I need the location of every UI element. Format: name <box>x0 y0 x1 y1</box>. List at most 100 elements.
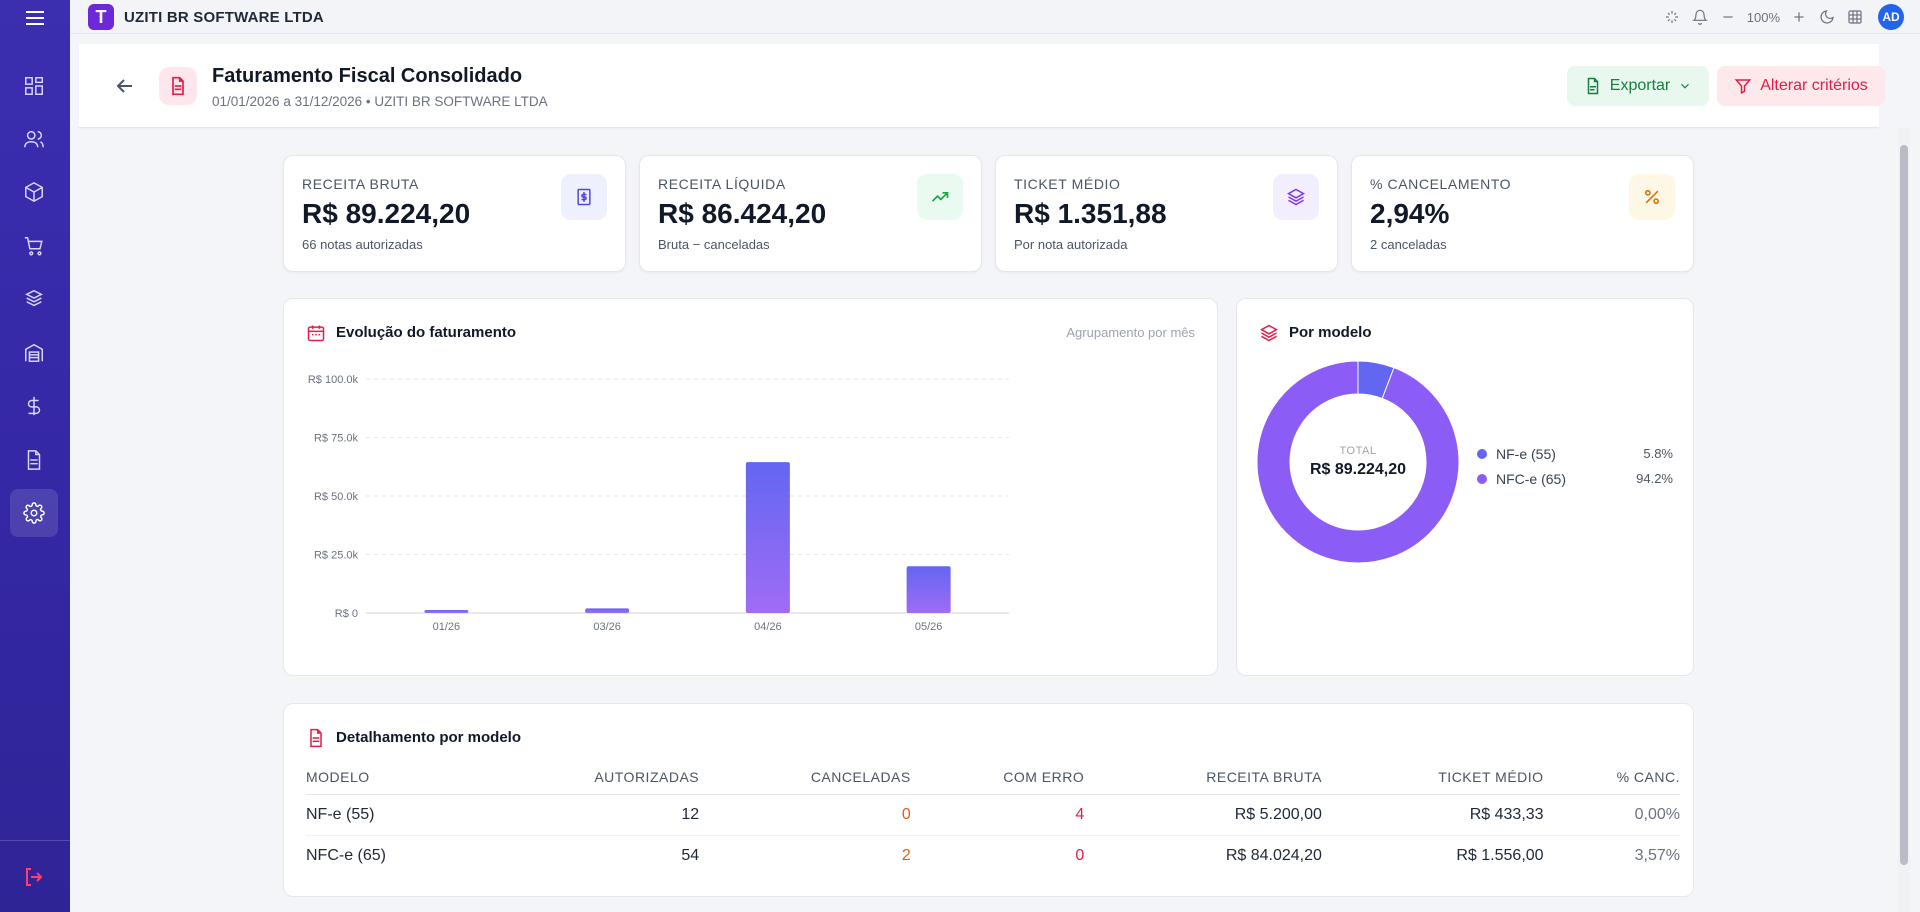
table-header-row: MODELO AUTORIZADAS CANCELADAS COM ERRO R… <box>306 760 1680 795</box>
document-icon <box>306 728 326 748</box>
kpi-card-net-revenue: RECEITA LÍQUIDA R$ 86.424,20 Bruta − can… <box>639 155 982 272</box>
grid-icon[interactable] <box>10 62 58 110</box>
kpi-value: R$ 89.224,20 <box>302 198 471 229</box>
kpi-subtext: Por nota autorizada <box>1014 237 1128 252</box>
cell-gross-revenue: R$ 5.200,00 <box>1084 794 1322 836</box>
bar[interactable] <box>906 566 951 613</box>
boxes-icon[interactable] <box>10 275 58 323</box>
bell-icon[interactable] <box>1691 8 1709 26</box>
donut-legend: NF-e (55) 5.8% NFC-e (65) 94.2% <box>1477 441 1673 491</box>
detail-table: MODELO AUTORIZADAS CANCELADAS COM ERRO R… <box>306 760 1680 876</box>
moon-icon[interactable] <box>1818 8 1836 26</box>
legend-item: NF-e (55) 5.8% <box>1477 441 1673 466</box>
kpi-subtext: 2 canceladas <box>1370 237 1447 252</box>
kpi-subtext: 66 notas autorizadas <box>302 237 423 252</box>
donut-total-label: TOTAL <box>1339 445 1377 457</box>
table-row[interactable]: NF-e (55) 12 0 4 R$ 5.200,00 R$ 433,33 0… <box>306 794 1680 836</box>
export-label: Exportar <box>1609 77 1671 94</box>
zoom-out-icon[interactable] <box>1719 8 1737 26</box>
legend-item: NFC-e (65) 94.2% <box>1477 466 1673 491</box>
detail-title: Detalhamento por modelo <box>336 729 522 746</box>
bar[interactable] <box>585 608 630 613</box>
kpi-value: R$ 86.424,20 <box>658 198 827 229</box>
logout-icon[interactable] <box>22 865 46 889</box>
by-model-title: Por modelo <box>1289 324 1372 341</box>
change-criteria-button[interactable]: Alterar critérios <box>1717 66 1885 106</box>
legend-percent: 5.8% <box>1643 446 1673 461</box>
column-header[interactable]: % CANC. <box>1543 760 1680 795</box>
company-name: UZITI BR SOFTWARE LTDA <box>124 9 324 26</box>
evolution-chart-card: Evolução do faturamento Agrupamento por … <box>283 298 1218 676</box>
back-arrow-icon[interactable] <box>113 74 137 98</box>
brand-logo[interactable]: T <box>88 4 114 30</box>
document-icon <box>159 67 197 105</box>
bar[interactable] <box>424 610 469 613</box>
kpi-card-gross-revenue: RECEITA BRUTA R$ 89.224,20 66 notas auto… <box>283 155 626 272</box>
cell-with-error: 4 <box>910 794 1085 836</box>
cell-authorized: 12 <box>506 794 700 836</box>
cell-model: NFC-e (65) <box>306 846 387 864</box>
filter-icon <box>1734 79 1752 94</box>
x-tick-label: 01/26 <box>433 621 461 633</box>
menu-icon[interactable] <box>23 8 47 28</box>
x-tick-label: 03/26 <box>593 621 621 633</box>
kpi-label: RECEITA BRUTA <box>302 176 419 192</box>
scrollbar-thumb[interactable] <box>1900 145 1908 865</box>
kpi-label: RECEITA LÍQUIDA <box>658 176 786 192</box>
avatar[interactable]: AD <box>1878 4 1904 30</box>
kpi-subtext: Bruta − canceladas <box>658 237 770 252</box>
kpi-card-cancellation-rate: % CANCELAMENTO 2,94% 2 canceladas <box>1351 155 1694 272</box>
legend-dot <box>1477 473 1487 484</box>
export-button[interactable]: Exportar <box>1567 66 1709 106</box>
zoom-in-icon[interactable] <box>1790 8 1808 26</box>
document-icon[interactable] <box>10 436 58 484</box>
dollar-icon[interactable] <box>10 382 58 430</box>
donut-chart <box>1256 360 1460 564</box>
column-header[interactable]: RECEITA BRUTA <box>1084 760 1322 795</box>
cell-with-error: 0 <box>1075 846 1085 864</box>
cart-icon[interactable] <box>10 222 58 270</box>
cell-cancelled: 2 <box>901 846 911 864</box>
gear-icon[interactable] <box>10 489 58 537</box>
layers-icon <box>1259 323 1279 343</box>
sparkles-icon[interactable] <box>1663 8 1681 26</box>
kpi-value: R$ 1.351,88 <box>1014 198 1167 229</box>
layers-icon <box>1273 174 1319 220</box>
y-tick-label: R$ 100.0k <box>308 374 359 386</box>
top-tools: 100% AD <box>1663 4 1904 30</box>
legend-name: NFC-e (65) <box>1496 470 1567 487</box>
calendar-icon <box>306 323 326 343</box>
criteria-label: Alterar critérios <box>1760 77 1868 94</box>
by-model-card: Por modelo TOTAL R$ 89.224,20 NF-e (55) … <box>1236 298 1694 676</box>
legend-dot <box>1477 448 1487 459</box>
zoom-level: 100% <box>1746 9 1780 25</box>
donut-total-value: R$ 89.224,20 <box>1309 461 1407 478</box>
column-header[interactable]: TICKET MÉDIO <box>1321 760 1544 795</box>
donut-slice[interactable] <box>1256 360 1460 564</box>
apps-grid-icon[interactable] <box>1846 8 1864 26</box>
cell-gross-revenue: R$ 84.024,20 <box>1225 846 1322 864</box>
cell-average-ticket: R$ 1.556,00 <box>1456 846 1544 864</box>
warehouse-icon[interactable] <box>10 329 58 377</box>
table-row[interactable]: NFC-e (65) 54 2 0 R$ 84.024,20 R$ 1.556,… <box>306 835 1680 876</box>
evolution-title: Evolução do faturamento <box>336 324 517 341</box>
column-header[interactable]: CANCELADAS <box>699 760 911 795</box>
column-header[interactable]: AUTORIZADAS <box>506 760 700 795</box>
column-header[interactable]: MODELO <box>306 760 507 795</box>
legend-name: NF-e (55) <box>1496 445 1556 462</box>
kpi-label: TICKET MÉDIO <box>1014 176 1121 192</box>
kpi-card-average-ticket: TICKET MÉDIO R$ 1.351,88 Por nota autori… <box>995 155 1338 272</box>
x-tick-label: 05/26 <box>915 621 943 633</box>
cell-model: NF-e (55) <box>306 794 507 836</box>
file-icon <box>1587 77 1599 95</box>
percent-icon <box>1629 174 1675 220</box>
users-icon[interactable] <box>10 115 58 163</box>
column-header[interactable]: COM ERRO <box>910 760 1085 795</box>
page-subtitle: 01/01/2026 a 31/12/2026 • UZITI BR SOFTW… <box>212 94 548 109</box>
kpi-label: % CANCELAMENTO <box>1370 176 1512 192</box>
box-icon[interactable] <box>10 168 58 216</box>
legend-percent: 94.2% <box>1636 471 1673 486</box>
page-header: Faturamento Fiscal Consolidado 01/01/202… <box>79 44 1885 128</box>
bar[interactable] <box>745 462 790 613</box>
trending-up-icon <box>917 174 963 220</box>
